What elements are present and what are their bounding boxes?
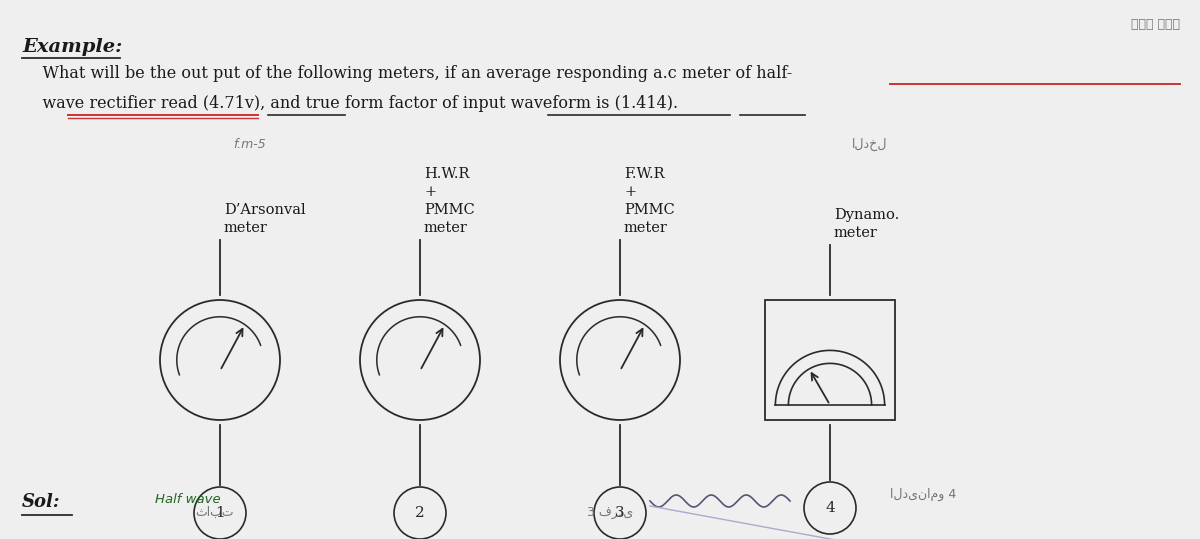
Text: wave rectifier read (4.71v), and true form factor of input waveform is (1.414).: wave rectifier read (4.71v), and true fo… [22,95,678,112]
Text: meter: meter [424,221,468,235]
Bar [766,300,895,420]
Text: PMMC: PMMC [424,203,475,217]
Circle shape [360,300,480,420]
Text: Dynamo.: Dynamo. [834,208,899,222]
Text: الدخل: الدخل [852,138,888,151]
Circle shape [194,487,246,539]
Text: نقش فرم: نقش فرم [1132,18,1180,31]
Text: 4: 4 [826,501,835,515]
Text: 1: 1 [215,506,224,520]
Circle shape [804,482,856,534]
Circle shape [594,487,646,539]
Circle shape [160,300,280,420]
Text: Example:: Example: [22,38,122,56]
Text: 3: 3 [616,506,625,520]
Text: What will be the out put of the following meters, if an average responding a.c m: What will be the out put of the followin… [22,65,792,82]
Text: الدینامو 4: الدینامو 4 [890,488,956,501]
Text: meter: meter [624,221,668,235]
Text: D’Arsonval: D’Arsonval [224,203,306,217]
Text: Sol:: Sol: [22,493,60,511]
Circle shape [394,487,446,539]
Text: +: + [424,185,436,199]
Text: ثابت: ثابت [196,506,234,519]
Text: 2: 2 [415,506,425,520]
Text: PMMC: PMMC [624,203,674,217]
Text: H.W.R: H.W.R [424,167,469,181]
Text: 3 فردی: 3 فردی [587,506,634,519]
Text: f.m-5: f.m-5 [234,138,266,151]
Text: F.W.R: F.W.R [624,167,665,181]
Circle shape [560,300,680,420]
Text: +: + [624,185,636,199]
Text: Half wave: Half wave [155,493,221,506]
Text: meter: meter [224,221,268,235]
Text: meter: meter [834,226,878,240]
